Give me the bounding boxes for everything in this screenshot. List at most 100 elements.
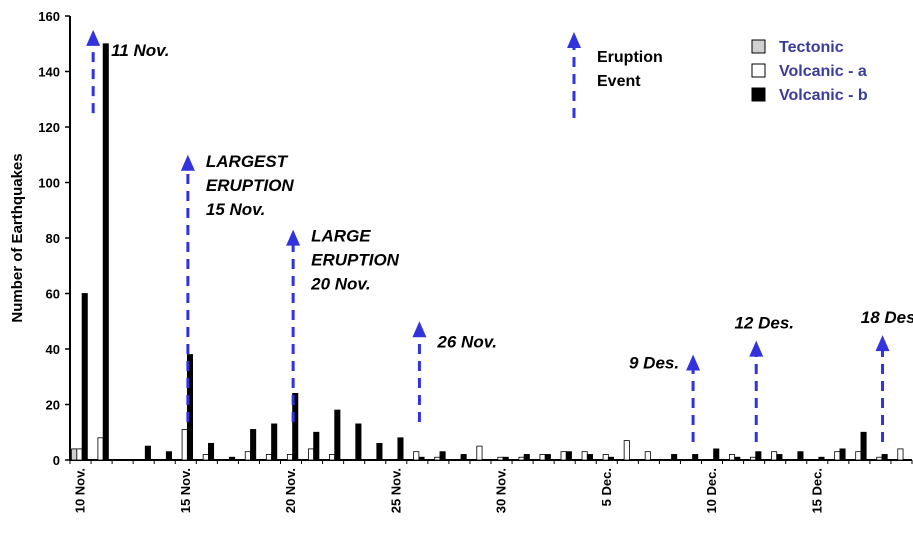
bar-volcanic-a-day-17 <box>434 456 441 461</box>
bar-volcanic-a-day-12 <box>329 454 336 461</box>
bar-volcanic-b-day-4 <box>165 451 172 461</box>
event-annotation: 18 Des. <box>861 308 913 327</box>
bar-volcanic-b-day-16 <box>418 456 425 461</box>
bar-volcanic-b-day-32 <box>755 451 762 461</box>
bar-volcanic-a-day-6 <box>202 454 209 461</box>
bar-volcanic-b-day-36 <box>839 448 846 461</box>
bar-volcanic-a-day-10 <box>286 454 294 461</box>
bar-volcanic-b-day-1 <box>102 43 109 461</box>
bar-volcanic-a-day-0 <box>76 448 83 461</box>
chart-axes: 0 20 40 60 80 100 120 140 160 10 Nov. 15 Nov. 20 No… <box>38 9 913 514</box>
arrow-head <box>686 354 701 371</box>
arrow-head <box>875 335 890 352</box>
arrow-head <box>286 229 301 246</box>
bar-volcanic-a-day-31 <box>728 454 736 461</box>
bar-volcanic-b-day-29 <box>692 454 699 461</box>
y-tick-label: 160 <box>38 9 60 24</box>
bar-volcanic-a-day-16 <box>413 451 420 461</box>
bar-volcanic-a-day-5 <box>181 429 188 461</box>
legend-event-label: Event <box>597 73 641 90</box>
x-tick-label: 30 Nov. <box>494 468 509 513</box>
bar-volcanic-b-day-3 <box>144 445 151 461</box>
bar-volcanic-b-day-0 <box>81 293 88 461</box>
bar-volcanic-a-day-21 <box>518 456 525 461</box>
x-tick-label: 10 Nov. <box>73 468 88 513</box>
bar-volcanic-a-day-26 <box>623 440 630 461</box>
y-tick-label: 40 <box>46 342 60 357</box>
y-tick-label: 100 <box>38 176 60 191</box>
arrow-head <box>412 321 427 338</box>
legend-swatch <box>751 63 766 78</box>
bar-volcanic-b-day-9 <box>271 423 278 461</box>
arrow-head <box>749 340 764 357</box>
bar-volcanic-a-day-32 <box>750 456 757 461</box>
bar-volcanic-a-day-23 <box>560 451 567 461</box>
legend-swatch <box>751 87 766 102</box>
bar-volcanic-b-day-30 <box>713 448 720 461</box>
bar-volcanic-a-day-22 <box>539 454 546 461</box>
eruption-arrow <box>286 229 301 422</box>
bar-volcanic-b-day-13 <box>355 423 362 461</box>
bar-volcanic-a-day-37 <box>855 451 862 461</box>
eruption-arrow <box>875 335 890 442</box>
event-annotation: 12 Des. <box>734 314 794 333</box>
eruption-arrow <box>180 154 195 422</box>
event-annotation: 15 Nov. <box>206 200 266 219</box>
bar-volcanic-b-day-5 <box>186 354 194 461</box>
event-annotation: 20 Nov. <box>310 275 371 294</box>
legend-eruption-arrow <box>567 32 581 118</box>
event-annotation: ERUPTION <box>311 251 400 270</box>
bar-volcanic-a-day-11 <box>307 448 315 461</box>
bar-volcanic-a-day-36 <box>834 451 841 461</box>
bar-volcanic-a-day-1 <box>97 437 104 461</box>
bar-volcanic-a-day-8 <box>244 451 251 461</box>
bar-volcanic-a-day-27 <box>644 451 651 461</box>
eruption-arrow <box>749 340 764 442</box>
bar-volcanic-a-day-24 <box>581 451 588 461</box>
bar-volcanic-b-day-34 <box>797 451 804 461</box>
eruption-events: 11 Nov. LARGEST ERUPTION 15 Nov. LARGE ERUPTI… <box>86 29 913 442</box>
bar-volcanic-b-day-22 <box>544 454 551 461</box>
x-tick-label: 5 Dec. <box>599 468 614 506</box>
legend-series-label: Volcanic - b <box>779 87 868 104</box>
bar-volcanic-b-day-7 <box>229 456 236 461</box>
bar-volcanic-b-day-11 <box>313 431 320 461</box>
bar-volcanic-b-day-17 <box>439 451 446 461</box>
bar-volcanic-b-day-24 <box>586 454 593 461</box>
y-tick-label: 140 <box>38 65 60 80</box>
event-annotation: LARGEST <box>206 152 289 171</box>
eruption-arrow <box>412 321 427 422</box>
y-tick-label: 60 <box>46 287 60 302</box>
event-annotation: ERUPTION <box>206 176 295 195</box>
bar-volcanic-b-day-15 <box>397 437 404 461</box>
legend-event-label: Eruption <box>597 49 663 66</box>
legend-series-label: Volcanic - a <box>779 63 867 80</box>
bar-volcanic-a-day-33 <box>771 451 778 461</box>
bar-volcanic-b-day-28 <box>671 454 678 461</box>
eruption-arrow <box>86 29 101 114</box>
bar-volcanic-a-day-9 <box>265 454 272 461</box>
bar-volcanic-b-day-33 <box>776 454 783 461</box>
bar-volcanic-b-day-31 <box>734 456 741 461</box>
bar-volcanic-b-day-14 <box>376 442 383 461</box>
y-tick-label: 120 <box>38 120 60 135</box>
bar-volcanic-b-day-6 <box>208 442 215 461</box>
bar-volcanic-b-day-35 <box>818 456 825 461</box>
event-annotation: 11 Nov. <box>111 41 169 60</box>
bar-volcanic-a-day-38 <box>876 456 883 461</box>
arrow-head <box>86 29 101 46</box>
event-annotation: 9 Des. <box>629 354 679 373</box>
bar-volcanic-b-day-21 <box>523 454 530 461</box>
x-tick-label: 10 Dec. <box>704 468 719 514</box>
arrow-head <box>180 154 195 171</box>
y-axis-label: Number of Earthquakes <box>9 153 26 322</box>
eruption-arrow <box>686 354 701 442</box>
bar-volcanic-b-day-25 <box>607 456 615 461</box>
bar-volcanic-a-day-25 <box>602 454 609 461</box>
x-tick-label: 25 Nov. <box>388 468 403 513</box>
bar-volcanic-b-day-10 <box>292 392 299 461</box>
arrow-head <box>567 32 581 48</box>
bar-volcanic-b-day-38 <box>881 454 888 461</box>
y-tick-label: 0 <box>53 453 60 468</box>
bar-volcanic-a-day-39 <box>897 448 904 461</box>
